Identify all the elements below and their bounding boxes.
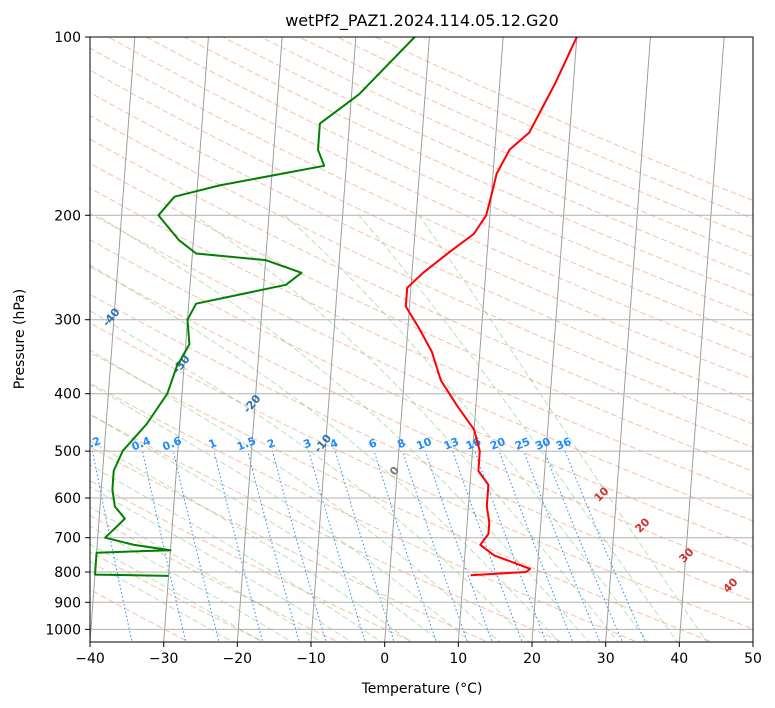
dry-adiabat <box>90 69 753 380</box>
mixing-ratio-line <box>474 450 547 642</box>
mixing-ratio-label: 10 <box>415 435 434 453</box>
plot-area: 0.10.20.40.611.52346810131620253036-100-… <box>90 37 753 642</box>
moist-adiabat <box>90 506 323 642</box>
mixing-ratio-label: 2 <box>265 436 277 451</box>
y-tick-label: 900 <box>54 595 81 611</box>
mixing-ratio-line <box>213 450 264 642</box>
mixing-ratio-label: 36 <box>554 435 573 453</box>
moist-adiabat <box>284 214 649 642</box>
mixing-ratio-label: 13 <box>442 435 461 453</box>
moist-adiabat <box>90 543 264 642</box>
x-axis-label: Temperature (°C) <box>361 681 483 697</box>
y-tick-label: 1000 <box>45 622 81 638</box>
plot-frame <box>89 36 754 643</box>
x-tick-label: 10 <box>449 651 467 667</box>
moist-adiabat <box>90 310 531 642</box>
mixing-ratio-line <box>452 450 523 642</box>
isotherm <box>236 37 283 642</box>
moist-adiabat <box>358 214 679 642</box>
isotherm <box>605 37 651 642</box>
moist-adiabat <box>90 464 382 642</box>
isotherm <box>310 37 357 642</box>
mixing-ratio-label: 1 <box>207 436 219 451</box>
profile-series <box>94 37 578 577</box>
x-tick-label: 0 <box>380 651 389 667</box>
isotherm <box>531 37 578 642</box>
moist-adiabat <box>90 383 471 642</box>
x-tick-label: 50 <box>744 651 762 667</box>
y-tick-label: 700 <box>54 531 81 547</box>
dry-adiabat <box>90 212 753 522</box>
y-tick-label: 200 <box>54 208 81 224</box>
x-tick-label: −30 <box>149 651 179 667</box>
x-tick-label: −10 <box>296 651 326 667</box>
mixing-ratio-label: 8 <box>395 436 407 451</box>
moist-adiabat <box>90 561 234 642</box>
isotherm <box>678 37 725 642</box>
dewpoint-profile-line <box>94 37 416 577</box>
mixing-ratio-line <box>142 450 187 642</box>
moist-adiabat <box>90 264 560 642</box>
y-tick-label: 300 <box>54 313 81 329</box>
moist-adiabat <box>90 349 501 642</box>
mixing-ratio-label: 25 <box>513 435 532 453</box>
mixing-ratio-line <box>498 450 574 642</box>
pressure-gridlines <box>90 37 753 630</box>
x-tick-label: 40 <box>670 651 688 667</box>
y-tick-label: 400 <box>54 387 81 403</box>
moist-adiabat <box>90 525 294 642</box>
mixing-ratio-label: 30 <box>533 435 552 453</box>
mixing-ratio-line <box>523 450 601 642</box>
temperature-profile-line <box>404 37 578 577</box>
x-tick-label: −20 <box>223 651 253 667</box>
mixing-ratio-label: 20 <box>488 435 507 453</box>
y-tick-label: 600 <box>54 491 81 507</box>
moist-adiabats <box>90 214 708 642</box>
y-axis-ticks: 100 200 300 400 500 600 700 800 900 1000 <box>45 30 90 638</box>
x-axis-ticks: −40 −30 −20 −10 0 10 20 30 40 50 <box>75 642 762 667</box>
mixing-ratio-line <box>247 450 300 642</box>
dry-adiabat <box>90 266 753 574</box>
isotherm <box>163 37 209 642</box>
dry-adiabat <box>146 37 753 317</box>
y-axis-label: Pressure (hPa) <box>12 289 28 389</box>
y-tick-label: 100 <box>54 30 81 46</box>
moist-adiabat <box>193 214 619 642</box>
mixing-ratio-line <box>334 450 395 642</box>
chart-title: wetPf2_PAZ1.2024.114.05.12.G20 <box>285 11 559 31</box>
mixing-ratio-lines <box>92 450 646 642</box>
mixing-ratio-line <box>373 450 437 642</box>
mixing-ratio-line <box>272 450 327 642</box>
isotherm <box>384 37 430 642</box>
mixing-ratio-line <box>172 450 220 642</box>
moist-adiabat <box>418 215 708 642</box>
dry-adiabat <box>90 114 753 425</box>
mixing-ratio-line <box>308 450 366 642</box>
x-tick-label: 30 <box>597 651 615 667</box>
moist-adiabat <box>90 440 412 642</box>
y-tick-label: 800 <box>54 565 81 581</box>
x-tick-label: 20 <box>523 651 541 667</box>
dry-adiabat <box>90 162 753 472</box>
dry-adiabat <box>90 187 753 497</box>
dry-adiabat <box>90 413 564 642</box>
dry-adiabat <box>90 239 753 548</box>
y-tick-label: 500 <box>54 444 81 460</box>
mixing-ratio-label: 3 <box>301 436 313 451</box>
isotherm <box>90 37 136 642</box>
dry-adiabat <box>90 47 753 359</box>
mixing-ratio-line <box>424 450 493 642</box>
isotherms <box>90 37 753 642</box>
x-tick-label: −40 <box>75 651 105 667</box>
isotherm <box>457 37 504 642</box>
